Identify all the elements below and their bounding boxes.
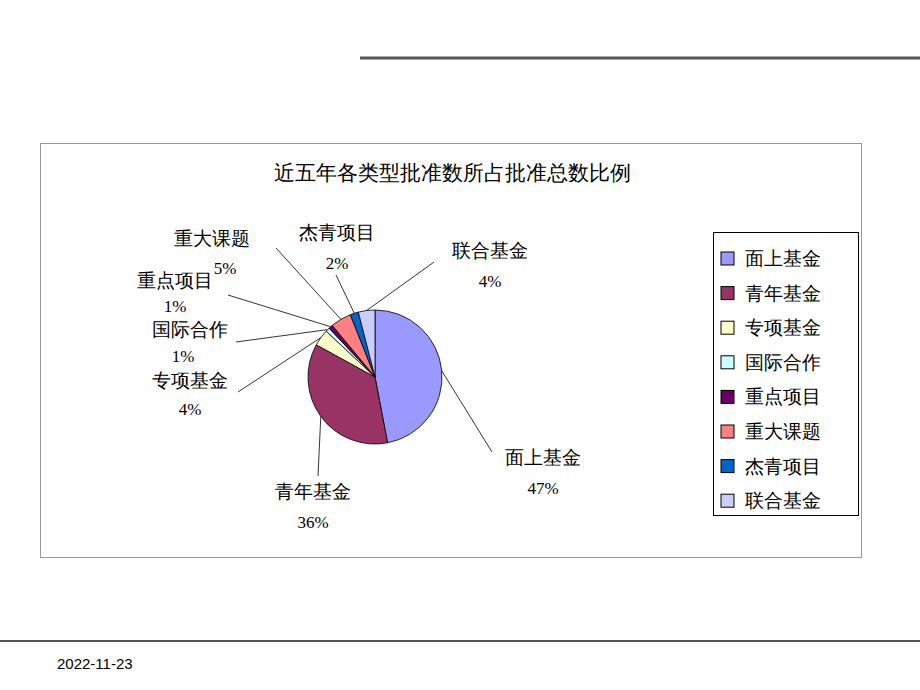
pie-slice (375, 310, 442, 443)
legend-label: 面上基金 (745, 248, 821, 269)
leader-line (228, 295, 331, 327)
chart-title: 近五年各类型批准数所占批准总数比例 (274, 161, 631, 185)
leader-line (236, 330, 328, 342)
pie (308, 310, 442, 444)
top-rule (360, 57, 920, 60)
bottom-rule (0, 640, 920, 642)
legend-swatch (721, 287, 734, 300)
legend-label: 杰青项目 (745, 456, 821, 477)
slice-label: 国际合作 (152, 319, 228, 340)
slice-value-label: 47% (527, 479, 558, 498)
legend-label: 重点项目 (745, 386, 821, 407)
slice-value-label: 1% (172, 347, 195, 366)
slice-value-label: 2% (326, 254, 349, 273)
date: 2022-11-23 (57, 655, 133, 672)
slice-label: 面上基金 (505, 447, 581, 468)
legend: 面上基金青年基金专项基金国际合作重点项目重大课题杰青项目联合基金 (714, 233, 859, 516)
leader-line (442, 371, 492, 452)
legend-label: 国际合作 (745, 352, 821, 373)
pie-slice (358, 310, 375, 377)
slice-value-label: 5% (214, 259, 237, 278)
leader-line (318, 416, 321, 476)
slice-value-label: 4% (479, 272, 502, 291)
canvas: 2022-11-23 近五年各类型批准数所占批准总数比例面上基金 47% 青年基金 36… (0, 0, 920, 690)
leader-line (336, 275, 354, 313)
legend-swatch (721, 321, 734, 334)
slice-label: 专项基金 (152, 370, 228, 391)
legend-swatch (721, 390, 734, 403)
slice-value-label: 36% (297, 513, 328, 532)
legend-swatch (721, 356, 734, 369)
slice-label: 重大课题 (174, 228, 250, 249)
legend-swatch (721, 494, 734, 507)
legend-box (714, 233, 859, 516)
legend-label: 重大课题 (745, 421, 821, 442)
page-root: 2022-11-23 近五年各类型批准数所占批准总数比例面上基金 47% 青年基金 36… (0, 0, 920, 690)
leader-line (238, 338, 321, 392)
slice-value-label: 4% (179, 400, 202, 419)
slice-value-label: 1% (164, 297, 187, 316)
legend-label: 专项基金 (745, 317, 821, 338)
slice-label: 重点项目 (137, 270, 213, 291)
legend-swatch (721, 460, 734, 473)
leader-line (367, 262, 434, 311)
slice-label: 杰青项目 (299, 222, 375, 243)
slice-label: 青年基金 (275, 481, 351, 502)
legend-swatch (721, 425, 734, 438)
chart-frame (41, 144, 862, 558)
data-labels: 面上基金 47% 青年基金 36% 专项基金 4% 国际合作 1% 重点项目 1% 重大课题 5% 杰青… (137, 222, 581, 532)
legend-label: 青年基金 (745, 283, 821, 304)
slice-label: 联合基金 (452, 240, 528, 261)
legend-swatch (721, 252, 734, 265)
legend-label: 联合基金 (745, 490, 821, 511)
